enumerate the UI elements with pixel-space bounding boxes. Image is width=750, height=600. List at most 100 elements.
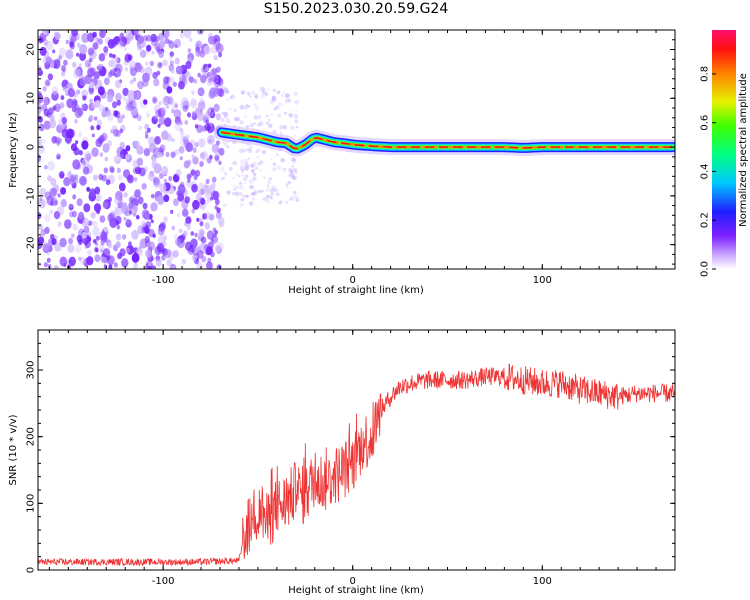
noise-dot: [115, 233, 122, 241]
noise-dot: [98, 243, 105, 252]
noise-dot: [166, 104, 170, 109]
noise-dot: [290, 172, 295, 177]
noise-dot: [196, 30, 204, 35]
noise-dot: [218, 147, 225, 156]
noise-dot: [102, 248, 111, 258]
noise-dot: [238, 174, 241, 178]
noise-dot: [92, 220, 98, 228]
noise-dot: [83, 217, 90, 226]
noise-dot: [197, 246, 201, 251]
noise-dot: [71, 210, 77, 218]
noise-dot: [39, 187, 47, 198]
noise-dot: [124, 53, 132, 63]
noise-dot: [185, 142, 193, 153]
noise-dot: [123, 192, 128, 198]
noise-dot: [208, 35, 215, 45]
noise-dot: [43, 39, 49, 46]
noise-dot: [137, 35, 145, 44]
noise-dot: [151, 50, 155, 55]
noise-dot: [247, 104, 251, 108]
noise-dot: [124, 67, 129, 72]
noise-dot: [61, 117, 68, 125]
noise-dot: [105, 179, 111, 186]
noise-dot: [182, 100, 190, 110]
noise-dot: [232, 160, 238, 166]
noise-dot: [241, 158, 245, 162]
noise-dot: [52, 59, 61, 69]
noise-dot: [91, 147, 99, 157]
snr-x-tick-label: 100: [533, 576, 552, 587]
noise-dot: [244, 158, 249, 164]
noise-dot: [60, 126, 64, 131]
colorbar-gradient: [712, 30, 736, 269]
noise-dot: [84, 240, 91, 249]
noise-dot: [128, 210, 133, 215]
noise-dot: [134, 30, 143, 36]
noise-dot: [214, 152, 220, 161]
snr-x-tick-label: -100: [152, 576, 175, 587]
noise-dot: [272, 162, 276, 166]
noise-dot: [178, 228, 183, 234]
noise-dot: [160, 113, 165, 118]
noise-dot: [171, 266, 175, 269]
noise-dot: [243, 165, 249, 171]
noise-dot: [226, 119, 231, 124]
noise-dot: [270, 196, 274, 200]
noise-dot: [116, 224, 121, 230]
noise-dot: [145, 249, 152, 258]
noise-dot: [76, 234, 83, 243]
noise-dot: [106, 94, 114, 103]
noise-dot: [285, 200, 289, 204]
noise-dot: [69, 211, 74, 218]
noise-dot: [199, 97, 204, 104]
noise-dot: [251, 197, 256, 201]
noise-dot: [248, 201, 254, 206]
noise-dot: [199, 230, 205, 237]
noise-dot: [99, 152, 104, 157]
noise-dot: [187, 48, 192, 53]
noise-dot: [81, 140, 89, 150]
noise-dot: [74, 119, 78, 124]
noise-dot: [94, 86, 98, 91]
noise-dot: [242, 194, 245, 198]
noise-dot: [107, 112, 114, 121]
noise-dot: [211, 143, 219, 154]
noise-dot: [240, 160, 244, 164]
noise-dot: [51, 86, 59, 96]
noise-dot: [199, 152, 206, 159]
noise-dot: [92, 42, 99, 50]
noise-dot: [132, 205, 139, 212]
noise-dot: [126, 244, 134, 255]
noise-dot: [155, 259, 162, 267]
snr-y-label: SNR (10 * v/v): [8, 414, 19, 485]
noise-dot: [65, 128, 74, 139]
noise-dot: [221, 176, 226, 181]
noise-dot: [132, 77, 137, 82]
noise-dot: [221, 118, 225, 122]
noise-dot: [107, 140, 113, 147]
noise-dot: [200, 67, 205, 73]
noise-dot: [134, 91, 141, 100]
noise-dot: [44, 214, 51, 223]
noise-dot: [210, 108, 215, 113]
noise-dot: [86, 256, 94, 266]
noise-dot: [289, 170, 294, 174]
noise-dot: [192, 156, 199, 165]
noise-dot: [192, 199, 200, 210]
noise-dot: [165, 151, 170, 158]
noise-dot: [203, 45, 211, 55]
noise-dot: [72, 223, 78, 231]
noise-dot: [95, 196, 100, 202]
noise-dot: [184, 120, 189, 125]
noise-dot: [110, 167, 115, 174]
noise-dot: [194, 124, 199, 129]
noise-dot: [46, 257, 51, 263]
noise-dot: [250, 163, 255, 168]
noise-dot: [104, 106, 109, 112]
noise-dot: [271, 95, 276, 100]
noise-dot: [251, 168, 255, 173]
noise-dot: [174, 122, 182, 132]
noise-dot: [248, 179, 254, 184]
noise-dot: [76, 52, 80, 57]
noise-dot: [81, 231, 87, 239]
